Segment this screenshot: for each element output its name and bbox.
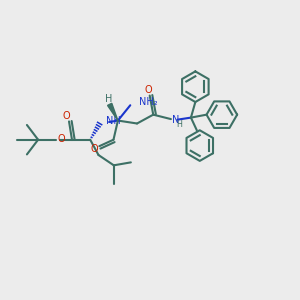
- Text: O: O: [57, 134, 65, 144]
- Text: H: H: [104, 94, 112, 104]
- Text: N: N: [172, 115, 180, 125]
- Text: NH: NH: [106, 116, 121, 126]
- Text: O: O: [144, 85, 152, 95]
- Polygon shape: [108, 103, 118, 121]
- Text: O: O: [90, 144, 98, 154]
- Text: H: H: [176, 121, 182, 130]
- Text: NH₂: NH₂: [139, 97, 157, 107]
- Text: O: O: [63, 111, 70, 121]
